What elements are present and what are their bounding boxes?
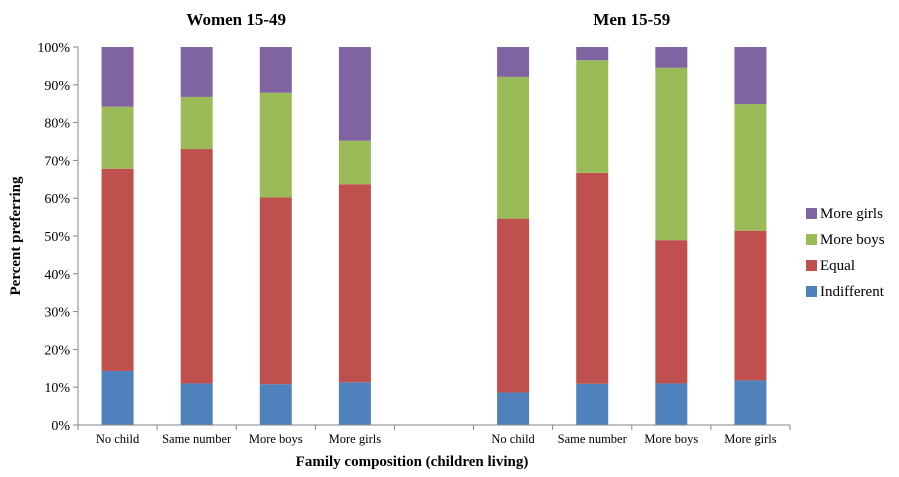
bar-women-more-boys-equal [259, 197, 292, 385]
bar-men-no-child-more-boys [497, 76, 530, 219]
y-tick-label: 50% [44, 230, 70, 245]
bar-women-same-number-more-boys [180, 96, 213, 150]
bar-men-more-girls-indifferent [734, 380, 767, 425]
legend-swatch-equal [806, 260, 817, 271]
bar-men-same-number-indifferent [576, 383, 609, 425]
bar-women-more-girls-more-girls [338, 47, 371, 141]
x-tick-label: No child [491, 432, 535, 446]
legend-label-more-boys: More boys [820, 232, 885, 248]
bar-men-more-boys-indifferent [655, 383, 688, 425]
bar-men-more-girls-more-boys [734, 104, 767, 231]
legend-label-equal: Equal [820, 258, 855, 274]
bar-women-more-girls-more-boys [338, 140, 371, 185]
bar-men-no-child-equal [497, 218, 530, 393]
bar-women-more-boys-indifferent [259, 384, 292, 425]
x-tick-label: Same number [162, 432, 232, 446]
y-tick-label: 0% [51, 419, 70, 434]
y-tick-label: 20% [44, 343, 70, 358]
y-tick-label: 40% [44, 268, 70, 283]
y-tick-label: 100% [37, 41, 70, 56]
bar-women-more-girls-indifferent [338, 382, 371, 425]
bar-women-no-child-indifferent [101, 370, 134, 425]
bar-women-no-child-more-girls [101, 47, 134, 107]
y-tick-label: 70% [44, 154, 70, 169]
y-tick-label: 80% [44, 117, 70, 132]
bar-women-no-child-more-boys [101, 106, 134, 169]
bar-women-more-boys-more-boys [259, 92, 292, 198]
bar-women-same-number-equal [180, 149, 213, 384]
bar-men-more-girls-more-girls [734, 47, 767, 105]
bar-women-no-child-equal [101, 168, 134, 371]
bar-men-no-child-indifferent [497, 392, 530, 425]
panel-title-women: Women 15-49 [186, 10, 286, 29]
bar-men-same-number-more-boys [576, 60, 609, 173]
bar-men-more-boys-equal [655, 240, 688, 384]
bar-men-more-boys-more-boys [655, 67, 688, 241]
legend-label-indifferent: Indifferent [820, 284, 885, 300]
x-tick-label: More girls [724, 432, 777, 446]
y-tick-label: 60% [44, 192, 70, 207]
x-tick-label: More boys [249, 432, 303, 446]
legend-label-more-girls: More girls [820, 206, 883, 222]
x-tick-label: No child [96, 432, 140, 446]
bars-layer [101, 47, 767, 425]
legend-swatch-more-boys [806, 234, 817, 245]
y-tick-label: 10% [44, 381, 70, 396]
panel-title-men: Men 15-59 [593, 10, 670, 29]
y-tick-label: 90% [44, 79, 70, 94]
legend-swatch-indifferent [806, 286, 817, 297]
x-axis-title: Family composition (children living) [296, 454, 529, 470]
bar-women-same-number-more-girls [180, 47, 213, 97]
legend-swatch-more-girls [806, 208, 817, 219]
legend: More girls More boys Equal Indifferent [806, 206, 885, 300]
bar-men-same-number-more-girls [576, 47, 609, 61]
bar-men-no-child-more-girls [497, 47, 530, 77]
x-tick-label: More girls [329, 432, 382, 446]
bar-men-same-number-equal [576, 172, 609, 384]
bar-women-more-boys-more-girls [259, 47, 292, 93]
y-axis-title: Percent preferring [8, 176, 24, 295]
y-tick-label: 30% [44, 306, 70, 321]
x-tick-label: Same number [558, 432, 628, 446]
bar-women-same-number-indifferent [180, 383, 213, 425]
bar-women-more-girls-equal [338, 184, 371, 383]
bar-men-more-girls-equal [734, 230, 767, 381]
x-tick-label: More boys [644, 432, 698, 446]
axes-layer: No child Same number More boys More girls No… [37, 41, 791, 446]
bar-men-more-boys-more-girls [655, 47, 688, 68]
